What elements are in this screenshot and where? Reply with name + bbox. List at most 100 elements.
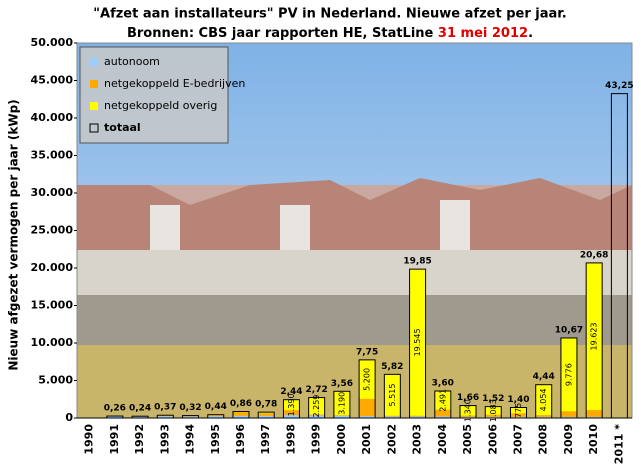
- x-tick-label: 2002: [385, 424, 398, 455]
- total-label: 1,52: [482, 394, 504, 404]
- total-label: 20,68: [580, 250, 608, 260]
- bar-segment: [485, 406, 502, 415]
- bar-segment: [434, 409, 451, 417]
- bar-segment: [560, 411, 577, 417]
- x-tick-label: 2001: [360, 424, 373, 455]
- bar-segment: [586, 410, 603, 417]
- x-tick-label: 1999: [310, 424, 323, 455]
- bar-segment: [434, 416, 451, 418]
- bar-segment: [535, 416, 552, 418]
- legend-label: netgekoppeld E-bedrijven: [104, 77, 245, 90]
- total-label: 1,40: [507, 395, 529, 405]
- y-tick-label: 0: [65, 411, 73, 424]
- bar-segment: [308, 415, 325, 418]
- total-label: 3,60: [432, 379, 454, 389]
- bar-segment: [333, 391, 350, 416]
- bar-segment: [182, 415, 199, 417]
- total-label: 4,44: [533, 372, 555, 382]
- x-tick-label: 2004: [436, 424, 449, 455]
- x-tick-label: 1994: [184, 424, 197, 455]
- x-tick-label: 2008: [537, 424, 550, 455]
- bar-segment: [106, 416, 123, 418]
- total-label: 0,26: [104, 404, 126, 414]
- bar-segment: [384, 416, 401, 418]
- segment-label: 1.390: [287, 393, 296, 416]
- legend-swatch: [90, 80, 98, 88]
- background-photo: [77, 43, 632, 418]
- bar-segment: [409, 416, 426, 418]
- bar-segment: [258, 412, 275, 414]
- bar-segment: [283, 415, 300, 418]
- segment-label: 2.491: [438, 389, 447, 412]
- bar-segment: [333, 415, 350, 416]
- y-tick-label: 30.000: [31, 186, 74, 199]
- bar-segment: [232, 415, 249, 418]
- total-label: 2,72: [306, 385, 328, 395]
- bar-segment: [460, 416, 477, 418]
- bar-segment: [384, 415, 401, 417]
- x-tick-label: 2000: [335, 424, 348, 455]
- y-tick-label: 5.000: [38, 374, 73, 387]
- segment-label: 1.083: [489, 399, 498, 422]
- segment-label: 1.340: [464, 399, 473, 422]
- bar-segment: [510, 407, 527, 414]
- bar-segment: [535, 384, 552, 416]
- y-tick-label: 50.000: [31, 36, 74, 49]
- total-label: 1,66: [457, 393, 479, 403]
- x-tick-label: 2007: [511, 424, 524, 455]
- bar-segment: [434, 391, 451, 410]
- bar-segment: [359, 359, 376, 399]
- segment-label: 19.623: [590, 322, 599, 350]
- bar-segment: [308, 414, 325, 416]
- legend-box: [79, 46, 229, 144]
- y-tick-label: 10.000: [31, 336, 74, 349]
- total-label: 0,86: [230, 399, 252, 409]
- x-tick-label: 2011 *: [612, 424, 625, 464]
- segment-label: 775: [514, 403, 523, 418]
- bar-segment: [460, 415, 477, 417]
- bar-segment: [586, 262, 603, 411]
- bar-segment: [384, 374, 401, 416]
- bar-segment: [157, 415, 174, 417]
- bar-segment: [333, 415, 350, 418]
- subtitle-end: .: [528, 26, 533, 41]
- bar-segment: [460, 405, 477, 416]
- segment-label: 5.200: [363, 368, 372, 391]
- y-tick-label: 20.000: [31, 261, 74, 274]
- x-tick-label: 2010: [587, 424, 600, 455]
- bar-segment: [586, 416, 603, 418]
- total-label: 7,75: [356, 347, 378, 357]
- y-tick-label: 25.000: [31, 224, 74, 237]
- bar-segment: [485, 414, 502, 417]
- bar-segment: [535, 415, 552, 417]
- bar-segment: [232, 412, 249, 416]
- legend-label: netgekoppeld overig: [104, 99, 217, 112]
- x-tick-label: 1996: [234, 424, 247, 455]
- total-label: 43,25: [605, 81, 633, 91]
- segment-label: 5.515: [388, 384, 397, 407]
- y-tick-label: 15.000: [31, 299, 74, 312]
- bar-segment: [359, 398, 376, 417]
- x-tick-label: 1997: [259, 424, 272, 455]
- segment-label: 3.190: [337, 392, 346, 415]
- legend-label: autonoom: [104, 55, 160, 68]
- total-label: 3,56: [331, 379, 353, 389]
- y-tick-label: 40.000: [31, 111, 74, 124]
- bar-segment: [560, 416, 577, 418]
- bar-segment: [258, 413, 275, 416]
- y-tick-label: 45.000: [31, 74, 74, 87]
- x-tick-label: 2006: [486, 424, 499, 455]
- legend-swatch: [89, 123, 99, 133]
- x-tick-label: 1998: [284, 424, 297, 455]
- bar-segment: [132, 416, 149, 418]
- total-label: 0,24: [129, 404, 151, 414]
- subtitle-date: 31 mei 2012: [438, 26, 528, 41]
- bar-segment: [308, 397, 325, 415]
- bar-segment: [258, 415, 275, 418]
- segment-label: 2.259: [312, 395, 321, 418]
- bar-segment: [409, 415, 426, 417]
- bar-segment: [409, 269, 426, 416]
- total-label: 2,44: [280, 387, 302, 397]
- bar-segment: [510, 413, 527, 417]
